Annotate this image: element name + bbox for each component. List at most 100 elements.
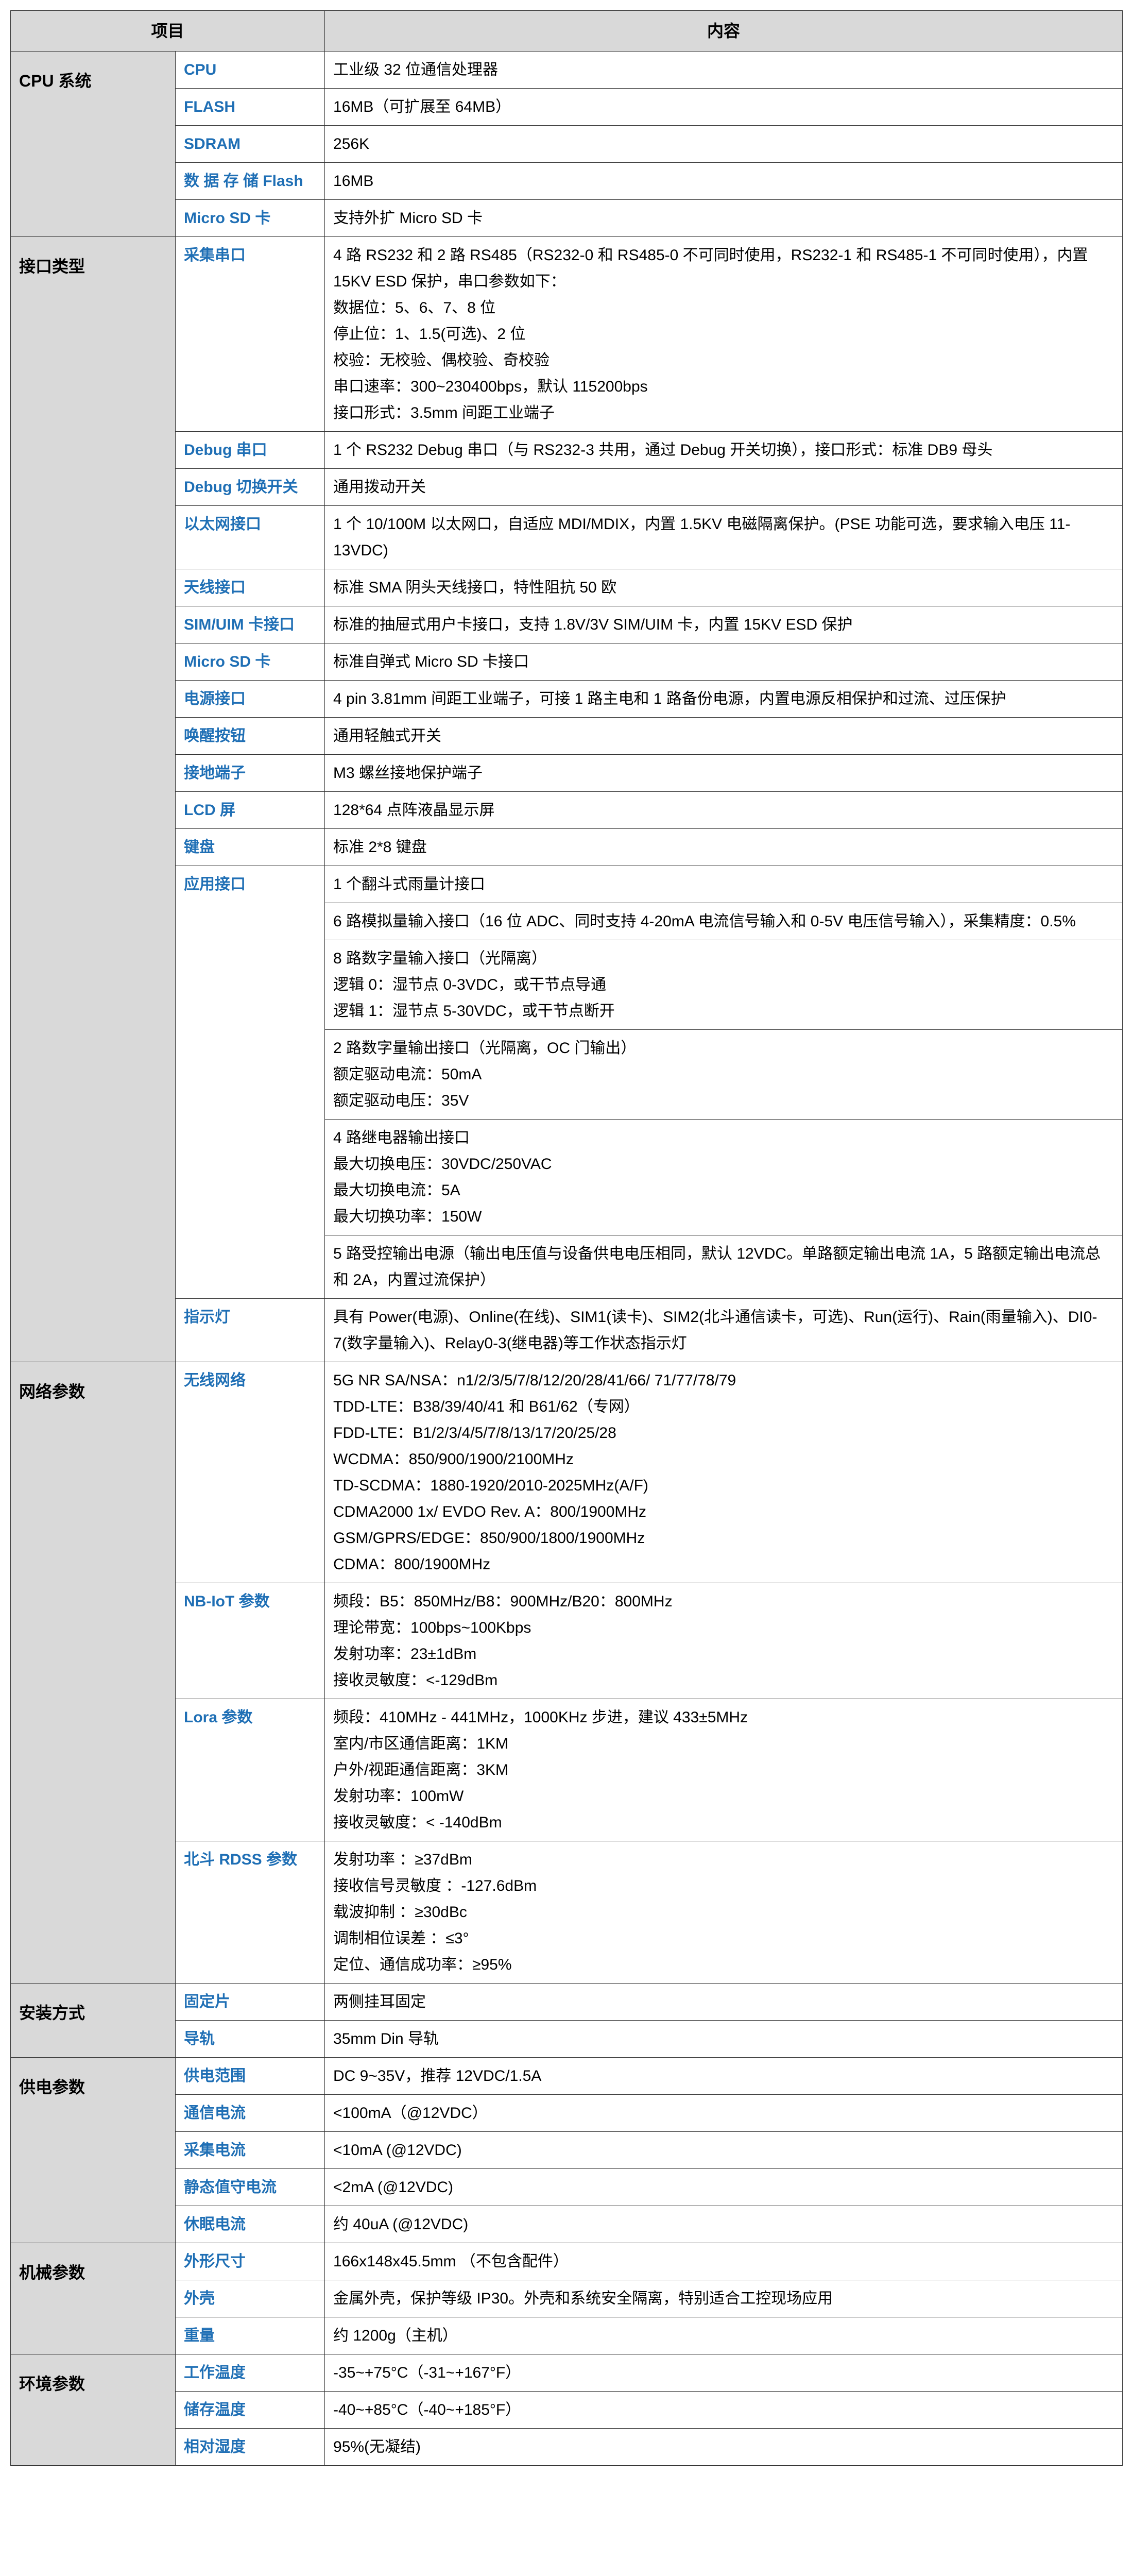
sub-label-cell: 无线网络 — [176, 1362, 325, 1583]
table-row: NB-IoT 参数频段：B5：850MHz/B8：900MHz/B20：800M… — [11, 1583, 1123, 1699]
table-row: Micro SD 卡支持外扩 Micro SD 卡 — [11, 200, 1123, 237]
sub-label-cell: 唤醒按钮 — [176, 718, 325, 755]
content-cell: 166x148x45.5mm （不包含配件） — [325, 2243, 1123, 2280]
sub-label-cell: 采集串口 — [176, 237, 325, 432]
table-row: 天线接口标准 SMA 阴头天线接口，特性阻抗 50 欧 — [11, 569, 1123, 606]
content-cell: 95%(无凝结) — [325, 2429, 1123, 2466]
table-row: LCD 屏128*64 点阵液晶显示屏 — [11, 792, 1123, 829]
content-cell: 6 路模拟量输入接口（16 位 ADC、同时支持 4-20mA 电流信号输入和 … — [325, 903, 1123, 940]
table-row: 采集电流<10mA (@12VDC) — [11, 2132, 1123, 2169]
sub-label-cell: 供电范围 — [176, 2058, 325, 2095]
sub-label-cell: 储存温度 — [176, 2392, 325, 2429]
sub-label-cell: 数 据 存 储 Flash — [176, 163, 325, 200]
table-row: Micro SD 卡标准自弹式 Micro SD 卡接口 — [11, 643, 1123, 681]
content-cell: 1 个翻斗式雨量计接口 — [325, 866, 1123, 903]
sub-label-cell: LCD 屏 — [176, 792, 325, 829]
content-cell: -40~+85°C（-40~+185°F） — [325, 2392, 1123, 2429]
table-row: CPU 系统CPU工业级 32 位通信处理器 — [11, 52, 1123, 89]
content-cell: 16MB（可扩展至 64MB） — [325, 89, 1123, 126]
spec-table: 项目内容CPU 系统CPU工业级 32 位通信处理器FLASH16MB（可扩展至… — [10, 10, 1123, 2466]
content-cell: 约 40uA (@12VDC) — [325, 2206, 1123, 2243]
content-cell: 发射功率 ：≥37dBm 接收信号灵敏度 ：-127.6dBm 载波抑制 ：≥3… — [325, 1841, 1123, 1984]
header-col-content: 内容 — [325, 11, 1123, 52]
sub-label-cell: 键盘 — [176, 829, 325, 866]
content-cell: 8 路数字量输入接口（光隔离） 逻辑 0：湿节点 0-3VDC，或干节点导通 逻… — [325, 940, 1123, 1030]
sub-label-cell: SIM/UIM 卡接口 — [176, 606, 325, 643]
sub-label-cell: 静态值守电流 — [176, 2169, 325, 2206]
content-cell: 5 路受控输出电源（输出电压值与设备供电电压相同，默认 12VDC。单路额定输出… — [325, 1235, 1123, 1299]
table-row: FLASH16MB（可扩展至 64MB） — [11, 89, 1123, 126]
content-cell: 标准 2*8 键盘 — [325, 829, 1123, 866]
category-cell: 接口类型 — [11, 237, 176, 1362]
sub-label-cell: Micro SD 卡 — [176, 643, 325, 681]
sub-label-cell: SDRAM — [176, 126, 325, 163]
content-cell: <10mA (@12VDC) — [325, 2132, 1123, 2169]
content-cell: 128*64 点阵液晶显示屏 — [325, 792, 1123, 829]
sub-label-cell: 电源接口 — [176, 681, 325, 718]
content-cell: 4 路继电器输出接口 最大切换电压：30VDC/250VAC 最大切换电流：5A… — [325, 1120, 1123, 1235]
sub-label-cell: Micro SD 卡 — [176, 200, 325, 237]
content-cell: 工业级 32 位通信处理器 — [325, 52, 1123, 89]
sub-label-cell: 固定片 — [176, 1984, 325, 2021]
content-cell: 2 路数字量输出接口（光隔离，OC 门输出） 额定驱动电流：50mA 额定驱动电… — [325, 1030, 1123, 1120]
sub-label-cell: 采集电流 — [176, 2132, 325, 2169]
content-cell: 通用拨动开关 — [325, 469, 1123, 506]
table-row: 键盘标准 2*8 键盘 — [11, 829, 1123, 866]
table-row: 环境参数工作温度-35~+75°C（-31~+167°F） — [11, 2354, 1123, 2392]
content-cell: 16MB — [325, 163, 1123, 200]
table-row: 以太网接口1 个 10/100M 以太网口，自适应 MDI/MDIX，内置 1.… — [11, 506, 1123, 569]
category-cell: 安装方式 — [11, 1984, 176, 2058]
content-cell: 支持外扩 Micro SD 卡 — [325, 200, 1123, 237]
table-row: 接地端子M3 螺丝接地保护端子 — [11, 755, 1123, 792]
category-cell: 环境参数 — [11, 2354, 176, 2466]
content-cell: DC 9~35V，推荐 12VDC/1.5A — [325, 2058, 1123, 2095]
category-cell: 供电参数 — [11, 2058, 176, 2243]
table-row: 指示灯具有 Power(电源)、Online(在线)、SIM1(读卡)、SIM2… — [11, 1299, 1123, 1362]
sub-label-cell: 指示灯 — [176, 1299, 325, 1362]
sub-label-cell: FLASH — [176, 89, 325, 126]
content-cell: 标准 SMA 阴头天线接口，特性阻抗 50 欧 — [325, 569, 1123, 606]
table-row: Debug 切换开关通用拨动开关 — [11, 469, 1123, 506]
content-cell: 两侧挂耳固定 — [325, 1984, 1123, 2021]
category-cell: 机械参数 — [11, 2243, 176, 2354]
content-cell: 标准自弹式 Micro SD 卡接口 — [325, 643, 1123, 681]
table-row: 机械参数外形尺寸166x148x45.5mm （不包含配件） — [11, 2243, 1123, 2280]
sub-label-cell: 重量 — [176, 2317, 325, 2354]
sub-label-cell: 外形尺寸 — [176, 2243, 325, 2280]
sub-label-cell: 北斗 RDSS 参数 — [176, 1841, 325, 1984]
content-cell: 5G NR SA/NSA：n1/2/3/5/7/8/12/20/28/41/66… — [325, 1362, 1123, 1583]
content-cell: 频段：B5：850MHz/B8：900MHz/B20：800MHz 理论带宽：1… — [325, 1583, 1123, 1699]
table-row: 数 据 存 储 Flash16MB — [11, 163, 1123, 200]
table-row: 北斗 RDSS 参数发射功率 ：≥37dBm 接收信号灵敏度 ：-127.6dB… — [11, 1841, 1123, 1984]
content-cell: M3 螺丝接地保护端子 — [325, 755, 1123, 792]
sub-label-cell: NB-IoT 参数 — [176, 1583, 325, 1699]
sub-label-cell: 外壳 — [176, 2280, 325, 2317]
content-cell: 具有 Power(电源)、Online(在线)、SIM1(读卡)、SIM2(北斗… — [325, 1299, 1123, 1362]
table-row: 电源接口4 pin 3.81mm 间距工业端子，可接 1 路主电和 1 路备份电… — [11, 681, 1123, 718]
table-row: 静态值守电流<2mA (@12VDC) — [11, 2169, 1123, 2206]
table-row: Debug 串口1 个 RS232 Debug 串口（与 RS232-3 共用，… — [11, 432, 1123, 469]
sub-label-cell: 应用接口 — [176, 866, 325, 1299]
table-row: 相对湿度95%(无凝结) — [11, 2429, 1123, 2466]
content-cell: <100mA（@12VDC） — [325, 2095, 1123, 2132]
table-row: 休眠电流约 40uA (@12VDC) — [11, 2206, 1123, 2243]
category-cell: CPU 系统 — [11, 52, 176, 237]
category-cell: 网络参数 — [11, 1362, 176, 1984]
content-cell: 1 个 RS232 Debug 串口（与 RS232-3 共用，通过 Debug… — [325, 432, 1123, 469]
sub-label-cell: 工作温度 — [176, 2354, 325, 2392]
sub-label-cell: Debug 切换开关 — [176, 469, 325, 506]
table-row: 接口类型采集串口4 路 RS232 和 2 路 RS485（RS232-0 和 … — [11, 237, 1123, 432]
table-row: 导轨35mm Din 导轨 — [11, 2021, 1123, 2058]
content-cell: -35~+75°C（-31~+167°F） — [325, 2354, 1123, 2392]
table-row: 应用接口1 个翻斗式雨量计接口 — [11, 866, 1123, 903]
table-row: 供电参数供电范围DC 9~35V，推荐 12VDC/1.5A — [11, 2058, 1123, 2095]
table-row: SDRAM256K — [11, 126, 1123, 163]
content-cell: 35mm Din 导轨 — [325, 2021, 1123, 2058]
header-col-item: 项目 — [11, 11, 325, 52]
table-row: 安装方式固定片两侧挂耳固定 — [11, 1984, 1123, 2021]
content-cell: 频段：410MHz - 441MHz，1000KHz 步进，建议 433±5MH… — [325, 1699, 1123, 1841]
content-cell: 4 pin 3.81mm 间距工业端子，可接 1 路主电和 1 路备份电源，内置… — [325, 681, 1123, 718]
content-cell: 约 1200g（主机） — [325, 2317, 1123, 2354]
content-cell: <2mA (@12VDC) — [325, 2169, 1123, 2206]
table-row: 网络参数无线网络5G NR SA/NSA：n1/2/3/5/7/8/12/20/… — [11, 1362, 1123, 1583]
